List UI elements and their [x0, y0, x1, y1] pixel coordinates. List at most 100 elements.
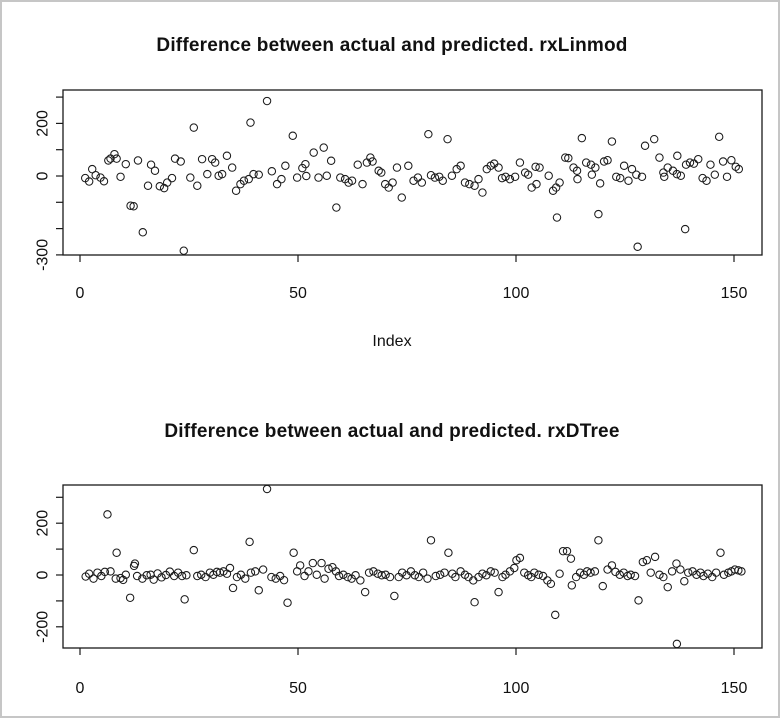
data-point — [339, 570, 348, 579]
data-point — [155, 182, 165, 191]
data-point — [423, 574, 432, 583]
data-point — [663, 582, 672, 592]
data-point — [179, 246, 188, 255]
data-point — [501, 172, 510, 182]
data-point — [438, 176, 447, 185]
data-point — [558, 546, 568, 556]
data-point — [373, 569, 383, 578]
data-point — [99, 177, 109, 186]
data-point — [523, 170, 533, 179]
data-point — [180, 595, 189, 604]
data-point — [267, 167, 277, 176]
data-point — [680, 576, 689, 586]
data-point — [581, 158, 591, 167]
plot-box — [62, 89, 763, 256]
data-point — [646, 568, 655, 577]
data-point — [301, 159, 310, 169]
data-point — [326, 156, 336, 165]
data-point — [312, 570, 321, 579]
data-point — [165, 567, 175, 576]
data-point — [607, 561, 617, 570]
data-point — [377, 571, 386, 580]
data-point — [317, 558, 326, 568]
data-point — [251, 567, 260, 576]
data-point — [116, 172, 125, 182]
data-point — [110, 149, 119, 159]
data-point — [364, 568, 374, 577]
data-point — [162, 178, 172, 187]
data-point — [292, 173, 302, 182]
plot-box — [62, 484, 763, 649]
data-point — [555, 178, 564, 187]
data-point — [494, 587, 503, 597]
data-point — [193, 181, 202, 190]
data-point — [271, 574, 280, 583]
data-point — [222, 151, 232, 160]
data-point — [486, 567, 495, 576]
data-point — [615, 570, 624, 579]
data-point — [196, 570, 206, 579]
data-point — [573, 174, 582, 184]
data-point — [685, 158, 695, 167]
data-point — [91, 170, 100, 180]
data-point — [258, 565, 268, 574]
data-point — [607, 137, 617, 146]
data-point — [676, 565, 685, 574]
data-point — [694, 154, 703, 164]
data-point — [443, 134, 452, 144]
data-point — [510, 563, 519, 573]
data-point — [642, 556, 652, 565]
data-point — [551, 610, 560, 620]
data-point — [572, 166, 582, 175]
data-point — [571, 572, 581, 582]
data-point — [672, 169, 682, 179]
data-point — [676, 171, 686, 180]
data-point — [133, 156, 143, 165]
x-tick-label: 150 — [721, 680, 748, 697]
data-point — [587, 170, 597, 179]
data-point — [611, 567, 620, 577]
data-point — [279, 575, 289, 585]
data-point — [319, 143, 328, 152]
data-point — [308, 558, 318, 568]
x-tick-label: 50 — [289, 285, 307, 302]
data-point — [683, 568, 693, 577]
data-point — [100, 567, 110, 577]
data-point — [447, 171, 457, 180]
data-point — [681, 160, 691, 169]
data-point — [142, 571, 151, 580]
data-point — [381, 570, 390, 579]
data-point — [431, 571, 441, 581]
data-point — [594, 209, 603, 219]
data-point — [672, 559, 681, 568]
data-point — [246, 118, 255, 127]
y-tick-label: 0 — [35, 570, 52, 579]
data-point — [203, 169, 212, 179]
data-point — [159, 183, 169, 193]
data-point — [343, 572, 352, 582]
data-point — [347, 176, 357, 185]
data-point — [440, 568, 449, 577]
data-point — [595, 179, 605, 188]
data-point — [598, 581, 607, 591]
data-point — [494, 163, 503, 172]
data-point — [535, 163, 544, 172]
data-point — [456, 161, 465, 170]
data-point — [245, 537, 254, 547]
data-point — [129, 202, 138, 211]
y-tick-label: -300 — [35, 239, 52, 271]
data-point — [667, 567, 677, 576]
data-point — [470, 181, 479, 190]
data-point — [474, 174, 483, 184]
data-point — [332, 203, 341, 212]
data-point — [353, 160, 362, 169]
data-point — [390, 591, 399, 601]
data-point — [249, 169, 258, 179]
data-point — [356, 576, 365, 585]
x-tick-label: 100 — [503, 680, 530, 697]
data-point — [577, 133, 587, 143]
data-point — [586, 568, 595, 577]
data-point — [397, 568, 407, 577]
